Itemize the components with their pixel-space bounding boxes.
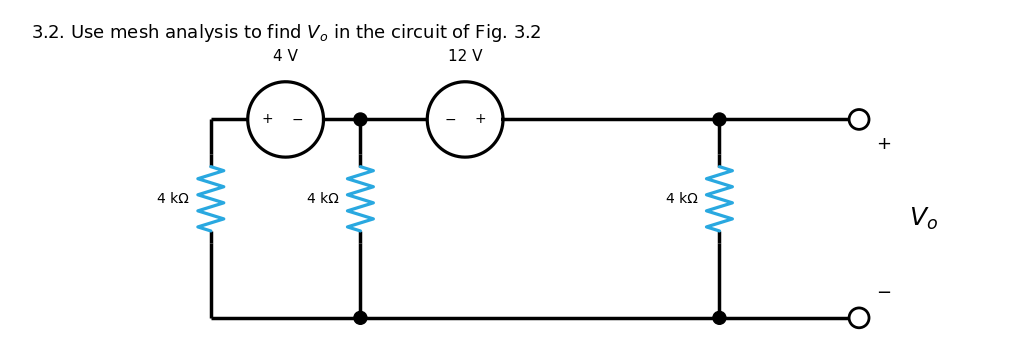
Text: +: + bbox=[877, 135, 892, 153]
Circle shape bbox=[354, 113, 367, 126]
Text: −: − bbox=[292, 112, 303, 126]
Text: 3.2. Use mesh analysis to find $V_o$ in the circuit of Fig. 3.2: 3.2. Use mesh analysis to find $V_o$ in … bbox=[32, 22, 542, 44]
Text: 4 V: 4 V bbox=[273, 49, 298, 64]
Circle shape bbox=[849, 308, 869, 328]
Text: 4 kΩ: 4 kΩ bbox=[306, 192, 339, 206]
Text: −: − bbox=[444, 112, 456, 126]
Text: +: + bbox=[262, 112, 273, 126]
Text: +: + bbox=[474, 112, 486, 126]
Circle shape bbox=[713, 113, 726, 126]
Text: 12 V: 12 V bbox=[447, 49, 482, 64]
Circle shape bbox=[354, 311, 367, 324]
Text: −: − bbox=[877, 284, 892, 302]
Text: $V_o$: $V_o$ bbox=[909, 206, 938, 232]
Text: 4 kΩ: 4 kΩ bbox=[666, 192, 697, 206]
Circle shape bbox=[849, 110, 869, 129]
Text: 4 kΩ: 4 kΩ bbox=[157, 192, 188, 206]
Circle shape bbox=[713, 311, 726, 324]
